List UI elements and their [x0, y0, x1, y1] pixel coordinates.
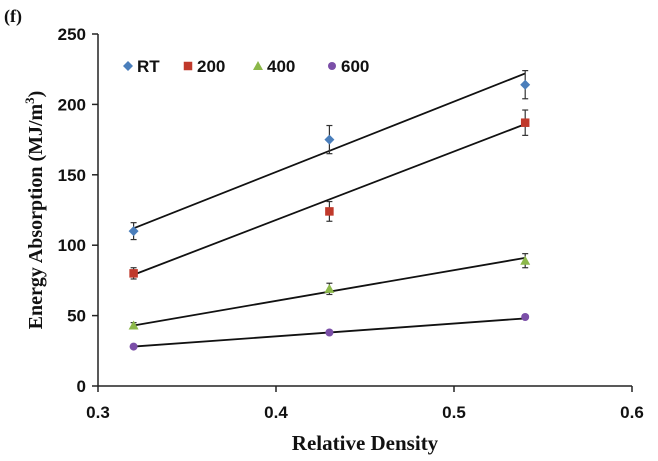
y-tick-label: 100 [58, 236, 86, 255]
data-point-400 [128, 320, 139, 330]
data-point-200 [325, 207, 334, 216]
x-tick-label: 0.5 [442, 403, 466, 422]
y-tick-label: 0 [77, 377, 86, 396]
legend: RT 200 400 600 [123, 57, 369, 76]
x-tick-label: 0.4 [264, 403, 288, 422]
legend-marker-200 [183, 61, 193, 71]
legend-label-200: 200 [197, 57, 225, 76]
legend-label-rt: RT [137, 57, 160, 76]
y-axis-title: Energy Absorption (MJ/m3) [22, 91, 47, 330]
y-tick-label: 50 [67, 307, 86, 326]
data-point-600 [129, 342, 138, 351]
data-point-rt [520, 79, 531, 90]
data-point-600 [325, 328, 334, 337]
y-axis-title-sup: 3 [22, 97, 37, 104]
data-point-rt [324, 134, 335, 145]
legend-label-400: 400 [267, 57, 295, 76]
data-point-400 [520, 255, 531, 265]
data-point-400 [324, 283, 335, 293]
fit-line-200 [133, 123, 526, 276]
y-axis-title-main: Energy Absorption (MJ/m [25, 103, 47, 329]
x-tick-label: 0.6 [620, 403, 644, 422]
y-axis-title-close: ) [25, 91, 47, 98]
data-point-rt [128, 226, 139, 237]
data-point-200 [520, 118, 530, 127]
y-tick-label: 250 [58, 25, 86, 44]
data-point-600 [521, 313, 530, 322]
legend-label-600: 600 [341, 57, 369, 76]
y-ticks: 0 50 100 150 200 250 [58, 25, 98, 396]
panel-label: (f) [4, 6, 22, 27]
legend-marker-600 [328, 62, 336, 70]
y-tick-label: 150 [58, 166, 86, 185]
x-ticks: 0.3 0.4 0.5 0.6 [86, 386, 644, 422]
legend-marker-rt [123, 61, 133, 71]
data-point-200 [129, 269, 138, 278]
markers [128, 79, 531, 351]
legend-marker-400 [253, 61, 263, 70]
axes [97, 34, 632, 387]
y-tick-label: 200 [58, 95, 86, 114]
x-axis-title: Relative Density [292, 431, 439, 455]
x-tick-label: 0.3 [86, 403, 110, 422]
